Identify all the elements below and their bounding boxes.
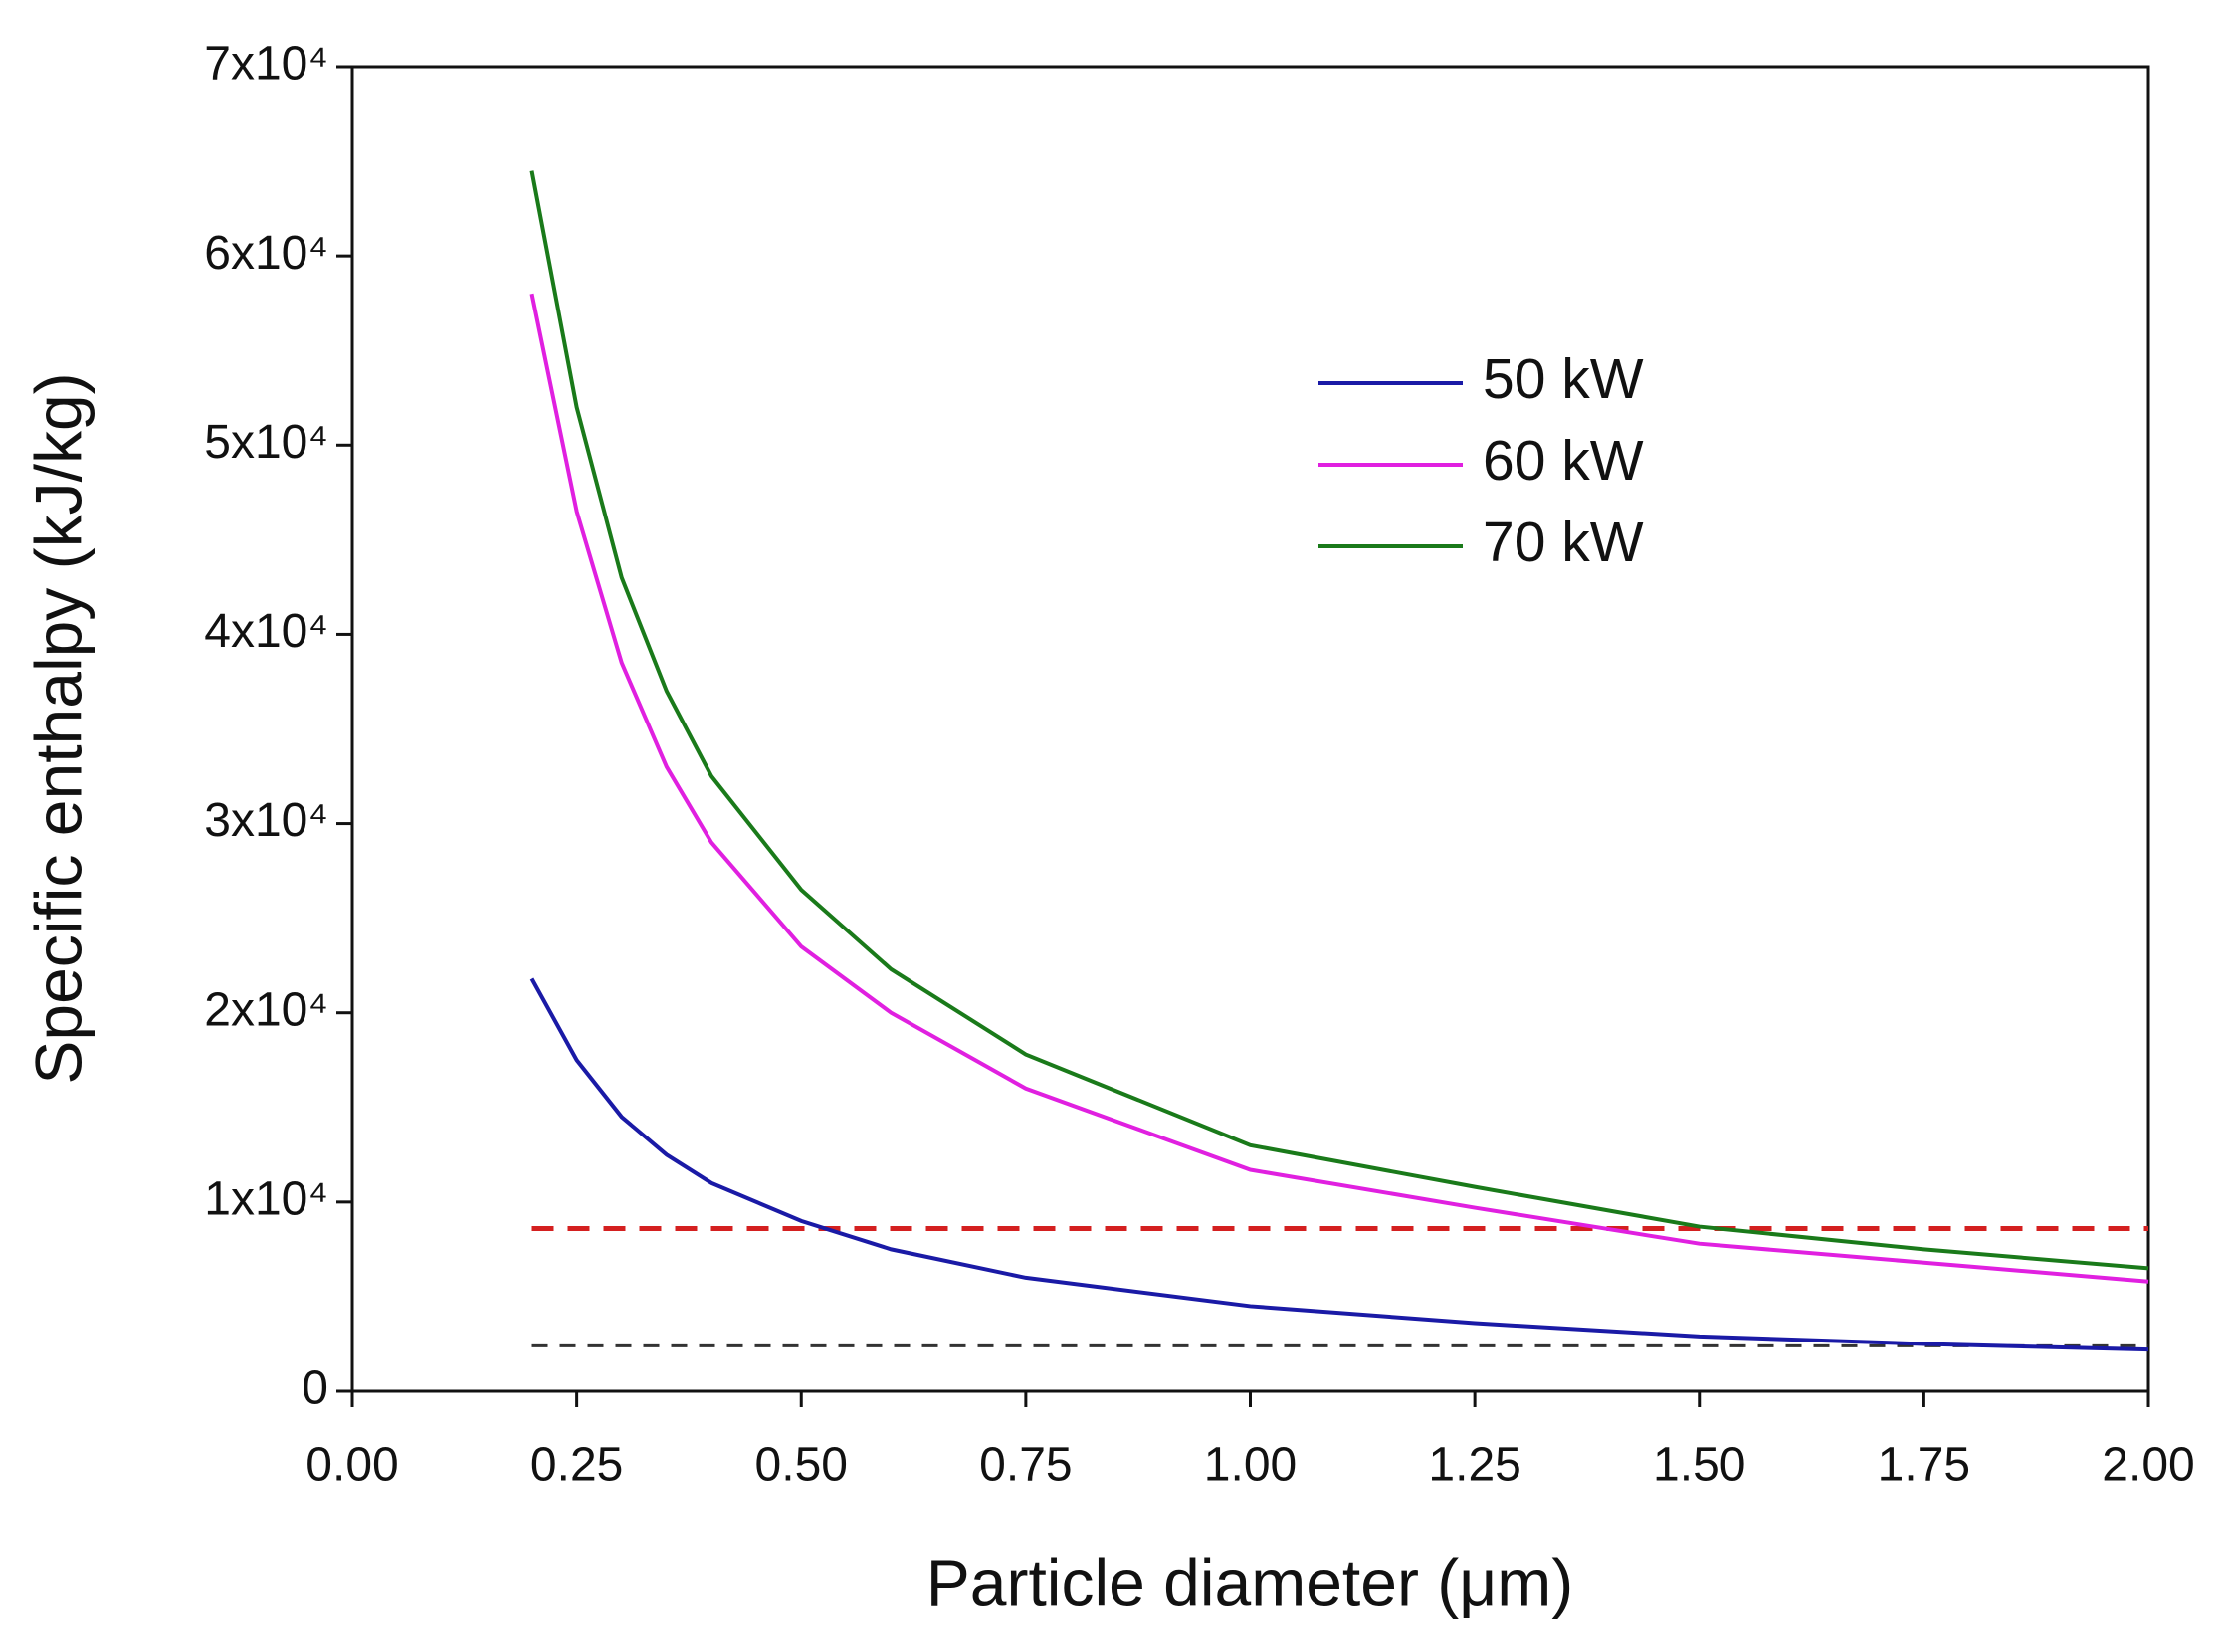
x-tick-label: 1.00 xyxy=(1204,1439,1297,1492)
x-tick-label: 0.75 xyxy=(979,1439,1072,1492)
y-tick-label: 7x10⁴ xyxy=(204,38,328,91)
y-tick-label: 0 xyxy=(302,1362,328,1415)
legend-label: 70 kW xyxy=(1483,511,1644,574)
series-line xyxy=(529,977,2149,1352)
y-tick-label: 2x10⁴ xyxy=(204,983,328,1036)
x-tick-label: 0.25 xyxy=(530,1439,623,1492)
legend-label: 50 kW xyxy=(1483,347,1644,411)
series-line xyxy=(529,170,2149,1271)
x-axis-title: Particle diameter (μm) xyxy=(926,1546,1574,1619)
y-axis-title: Specific enthalpy (kJ/kg) xyxy=(21,372,95,1084)
x-tick-label: 0.00 xyxy=(305,1439,398,1492)
x-tick-label: 1.75 xyxy=(1878,1439,1970,1492)
plot-frame xyxy=(350,65,2150,1393)
x-tick-label: 1.50 xyxy=(1653,1439,1745,1492)
x-tick-label: 2.00 xyxy=(2102,1439,2194,1492)
y-tick-label: 3x10⁴ xyxy=(204,794,328,847)
y-tick-label: 1x10⁴ xyxy=(204,1173,328,1226)
y-tick-label: 4x10⁴ xyxy=(204,605,328,658)
x-tick-label: 1.25 xyxy=(1428,1439,1520,1492)
y-tick-label: 5x10⁴ xyxy=(204,416,328,469)
y-tick-label: 6x10⁴ xyxy=(204,227,328,280)
series-line xyxy=(529,293,2149,1284)
legend-label: 60 kW xyxy=(1483,429,1644,493)
x-tick-label: 0.50 xyxy=(755,1439,848,1492)
